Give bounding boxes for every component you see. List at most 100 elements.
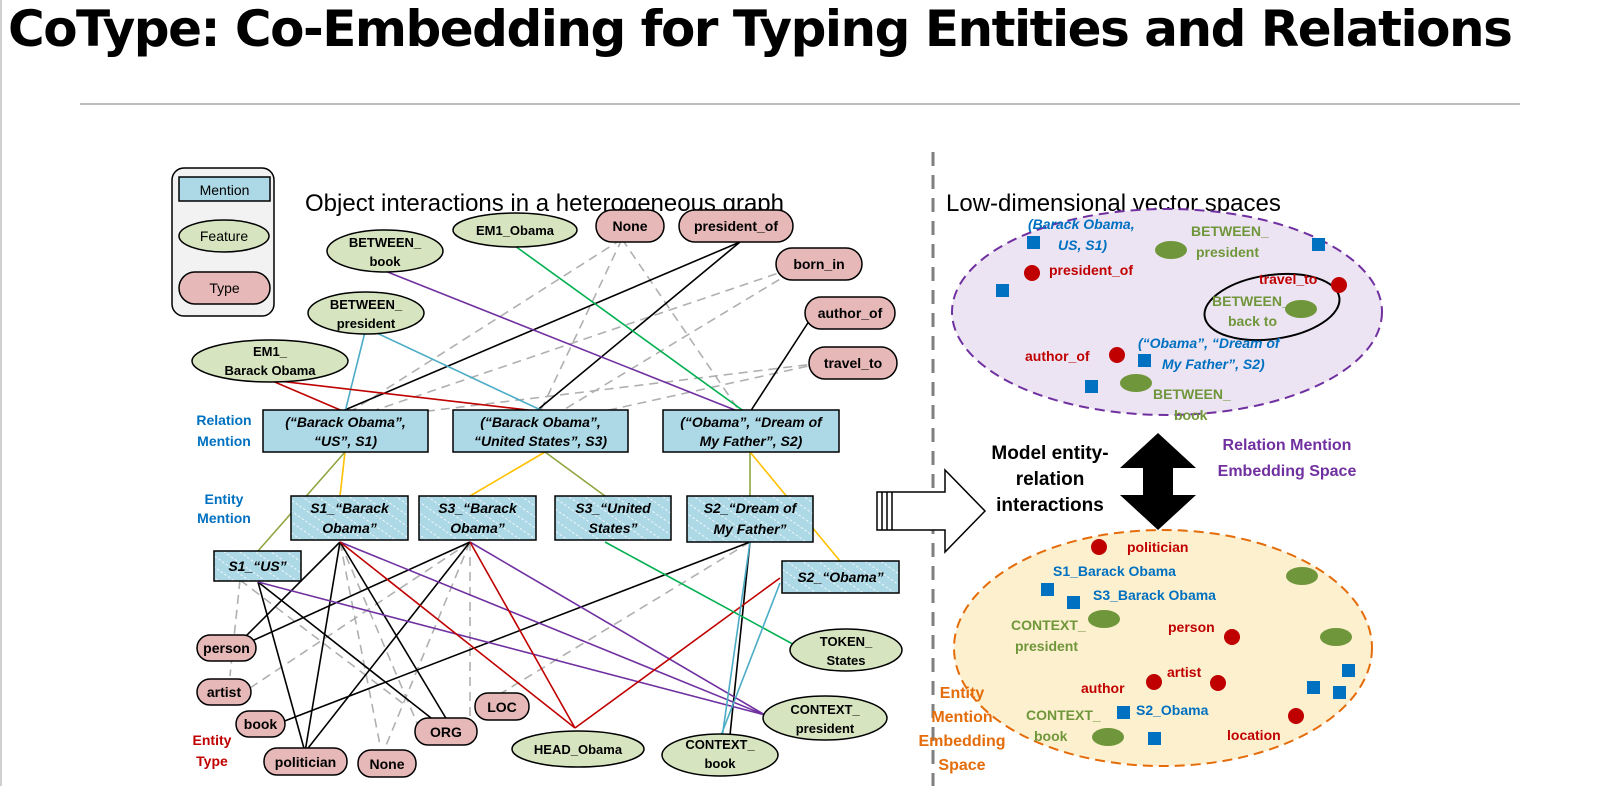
point-green	[1120, 374, 1152, 392]
svg-text:ORG: ORG	[430, 724, 462, 740]
svg-text:travel_to: travel_to	[824, 355, 882, 371]
point-green	[1285, 300, 1317, 318]
point-red	[1224, 629, 1240, 645]
svg-text:Barack Obama: Barack Obama	[224, 363, 316, 378]
graph-edges	[229, 238, 841, 761]
feature-node-between-book: BETWEEN_ book	[326, 229, 444, 273]
model-interactions-label: Model entity- relation interactions	[991, 443, 1108, 516]
point-blue	[1307, 681, 1320, 694]
svg-text:S1_“Barack: S1_“Barack	[310, 500, 390, 516]
point-green	[1286, 567, 1318, 585]
relation-type-travel-to: travel_to	[808, 346, 898, 380]
entity-type-book: book	[235, 710, 286, 738]
point-red	[1146, 674, 1162, 690]
relation-space-label-travel-to: travel_to	[1259, 271, 1317, 287]
svg-text:States”: States”	[588, 520, 637, 536]
svg-text:BETWEEN_: BETWEEN_	[349, 235, 422, 250]
entity-space-caption: Entity Mention Embedding Space	[918, 685, 1005, 774]
entity-space-label-person: person	[1168, 619, 1215, 635]
left-edge-line	[0, 0, 2, 786]
svg-text:Obama”: Obama”	[322, 520, 376, 536]
relation-space-label-rm3: (“Obama”, “Dream of	[1138, 335, 1281, 351]
svg-text:person: person	[203, 640, 250, 656]
svg-text:Entity: Entity	[940, 685, 985, 702]
relation-space-label-between-president: president	[1196, 244, 1259, 260]
entity-space-label-s3-barack-obama: S3_Barack Obama	[1093, 587, 1216, 603]
point-red	[1288, 708, 1304, 724]
svg-text:States: States	[826, 653, 865, 668]
relation-mention-node-2: (“Barack Obama”, “United States”, S3)	[452, 409, 629, 453]
svg-text:Relation Mention: Relation Mention	[1223, 437, 1352, 454]
entity-space-label-politician: politician	[1127, 539, 1188, 555]
relation-space-points	[996, 236, 1347, 393]
point-green	[1155, 241, 1187, 259]
entity-type-org: ORG	[414, 717, 478, 746]
entity-mention-node-s2-dream-of-my-father: S2_“Dream of My Father”	[686, 495, 814, 543]
svg-text:Model entity-: Model entity-	[991, 443, 1108, 464]
point-blue	[1312, 238, 1325, 251]
point-blue	[1027, 236, 1040, 249]
svg-text:HEAD_Obama: HEAD_Obama	[534, 742, 623, 757]
point-blue	[1148, 732, 1161, 745]
relation-space-label-between-back-to: BETWEEN_	[1212, 293, 1290, 309]
svg-text:born_in: born_in	[793, 256, 844, 272]
entity-space-label-artist: artist	[1167, 664, 1202, 680]
row-label-relation-mention: Relation Mention	[196, 412, 251, 449]
svg-text:Type: Type	[196, 753, 228, 769]
point-blue	[1333, 686, 1346, 699]
row-label-entity-mention: Entity Mention	[197, 491, 251, 526]
feature-node-em1-barack-obama: EM1_ Barack Obama	[191, 339, 349, 383]
svg-text:(“Barack Obama”,: (“Barack Obama”,	[480, 414, 601, 430]
entity-space-label-s1-barack-obama: S1_Barack Obama	[1053, 563, 1176, 579]
svg-text:Obama”: Obama”	[450, 520, 504, 536]
legend-type-swatch	[178, 271, 271, 305]
svg-text:EM1_: EM1_	[253, 344, 288, 359]
svg-text:(“Barack Obama”,: (“Barack Obama”,	[285, 414, 406, 430]
entity-mention-node-s3-united-states: S3_“United States”	[554, 495, 672, 541]
svg-text:My Father”, S2): My Father”, S2)	[700, 433, 803, 449]
svg-text:CONTEXT_: CONTEXT_	[685, 737, 755, 752]
entity-mention-node-s2-obama: S2_“Obama”	[781, 560, 900, 594]
svg-text:Entity: Entity	[205, 491, 244, 507]
entity-space-label-context-president: president	[1015, 638, 1078, 654]
relation-type-author-of: author_of	[804, 296, 896, 330]
svg-text:book: book	[704, 756, 736, 771]
svg-text:president: president	[337, 316, 396, 331]
entity-mention-node-s1-barack-obama: S1_“Barack Obama”	[290, 495, 409, 541]
entity-type-loc: LOC	[474, 692, 530, 721]
row-label-entity-type: Entity Type	[193, 732, 232, 769]
entity-mention-embedding-space: politician S1_Barack Obama S3_Barack Oba…	[953, 529, 1373, 767]
entity-type-politician: politician	[263, 747, 348, 776]
entity-space-label-author: author	[1081, 680, 1125, 696]
svg-text:S3_“United: S3_“United	[575, 500, 651, 516]
point-blue	[1117, 706, 1130, 719]
svg-text:Mention: Mention	[197, 433, 251, 449]
relation-mention-node-1: (“Barack Obama”, “US”, S1)	[262, 409, 429, 453]
svg-text:relation: relation	[1016, 469, 1085, 490]
svg-text:politician: politician	[275, 754, 336, 770]
point-red	[1091, 539, 1107, 555]
slide-title: CoType: Co-Embedding for Typing Entities…	[8, 0, 1513, 58]
svg-text:president: president	[796, 721, 855, 736]
relation-mention-node-3: (“Obama”, “Dream of My Father”, S2)	[662, 409, 840, 453]
feature-node-between-president: BETWEEN_ president	[307, 291, 425, 335]
entity-type-artist: artist	[196, 678, 252, 706]
svg-text:LOC: LOC	[487, 699, 517, 715]
legend-mention-label: Mention	[200, 182, 250, 198]
entity-mention-node-s3-barack-obama: S3_“Barack Obama”	[418, 495, 537, 541]
relation-space-label-president-of: president_of	[1049, 262, 1133, 278]
legend-type-label: Type	[209, 280, 240, 296]
entity-space-label-context-book: book	[1034, 728, 1068, 744]
svg-text:None: None	[370, 756, 405, 772]
feature-node-head-obama: HEAD_Obama	[511, 730, 645, 768]
relation-space-label-rm3: My Father”, S2)	[1162, 356, 1265, 372]
point-green	[1092, 728, 1124, 746]
svg-text:Embedding: Embedding	[918, 733, 1005, 750]
relation-mention-embedding-space: (Barack Obama, US, S1) BETWEEN_ presiden…	[951, 208, 1383, 423]
entity-type-none: None	[357, 749, 417, 778]
entity-type-person: person	[196, 634, 257, 662]
point-blue	[1085, 380, 1098, 393]
entity-space-label-context-book: CONTEXT_	[1026, 707, 1101, 723]
svg-text:S3_“Barack: S3_“Barack	[438, 500, 518, 516]
